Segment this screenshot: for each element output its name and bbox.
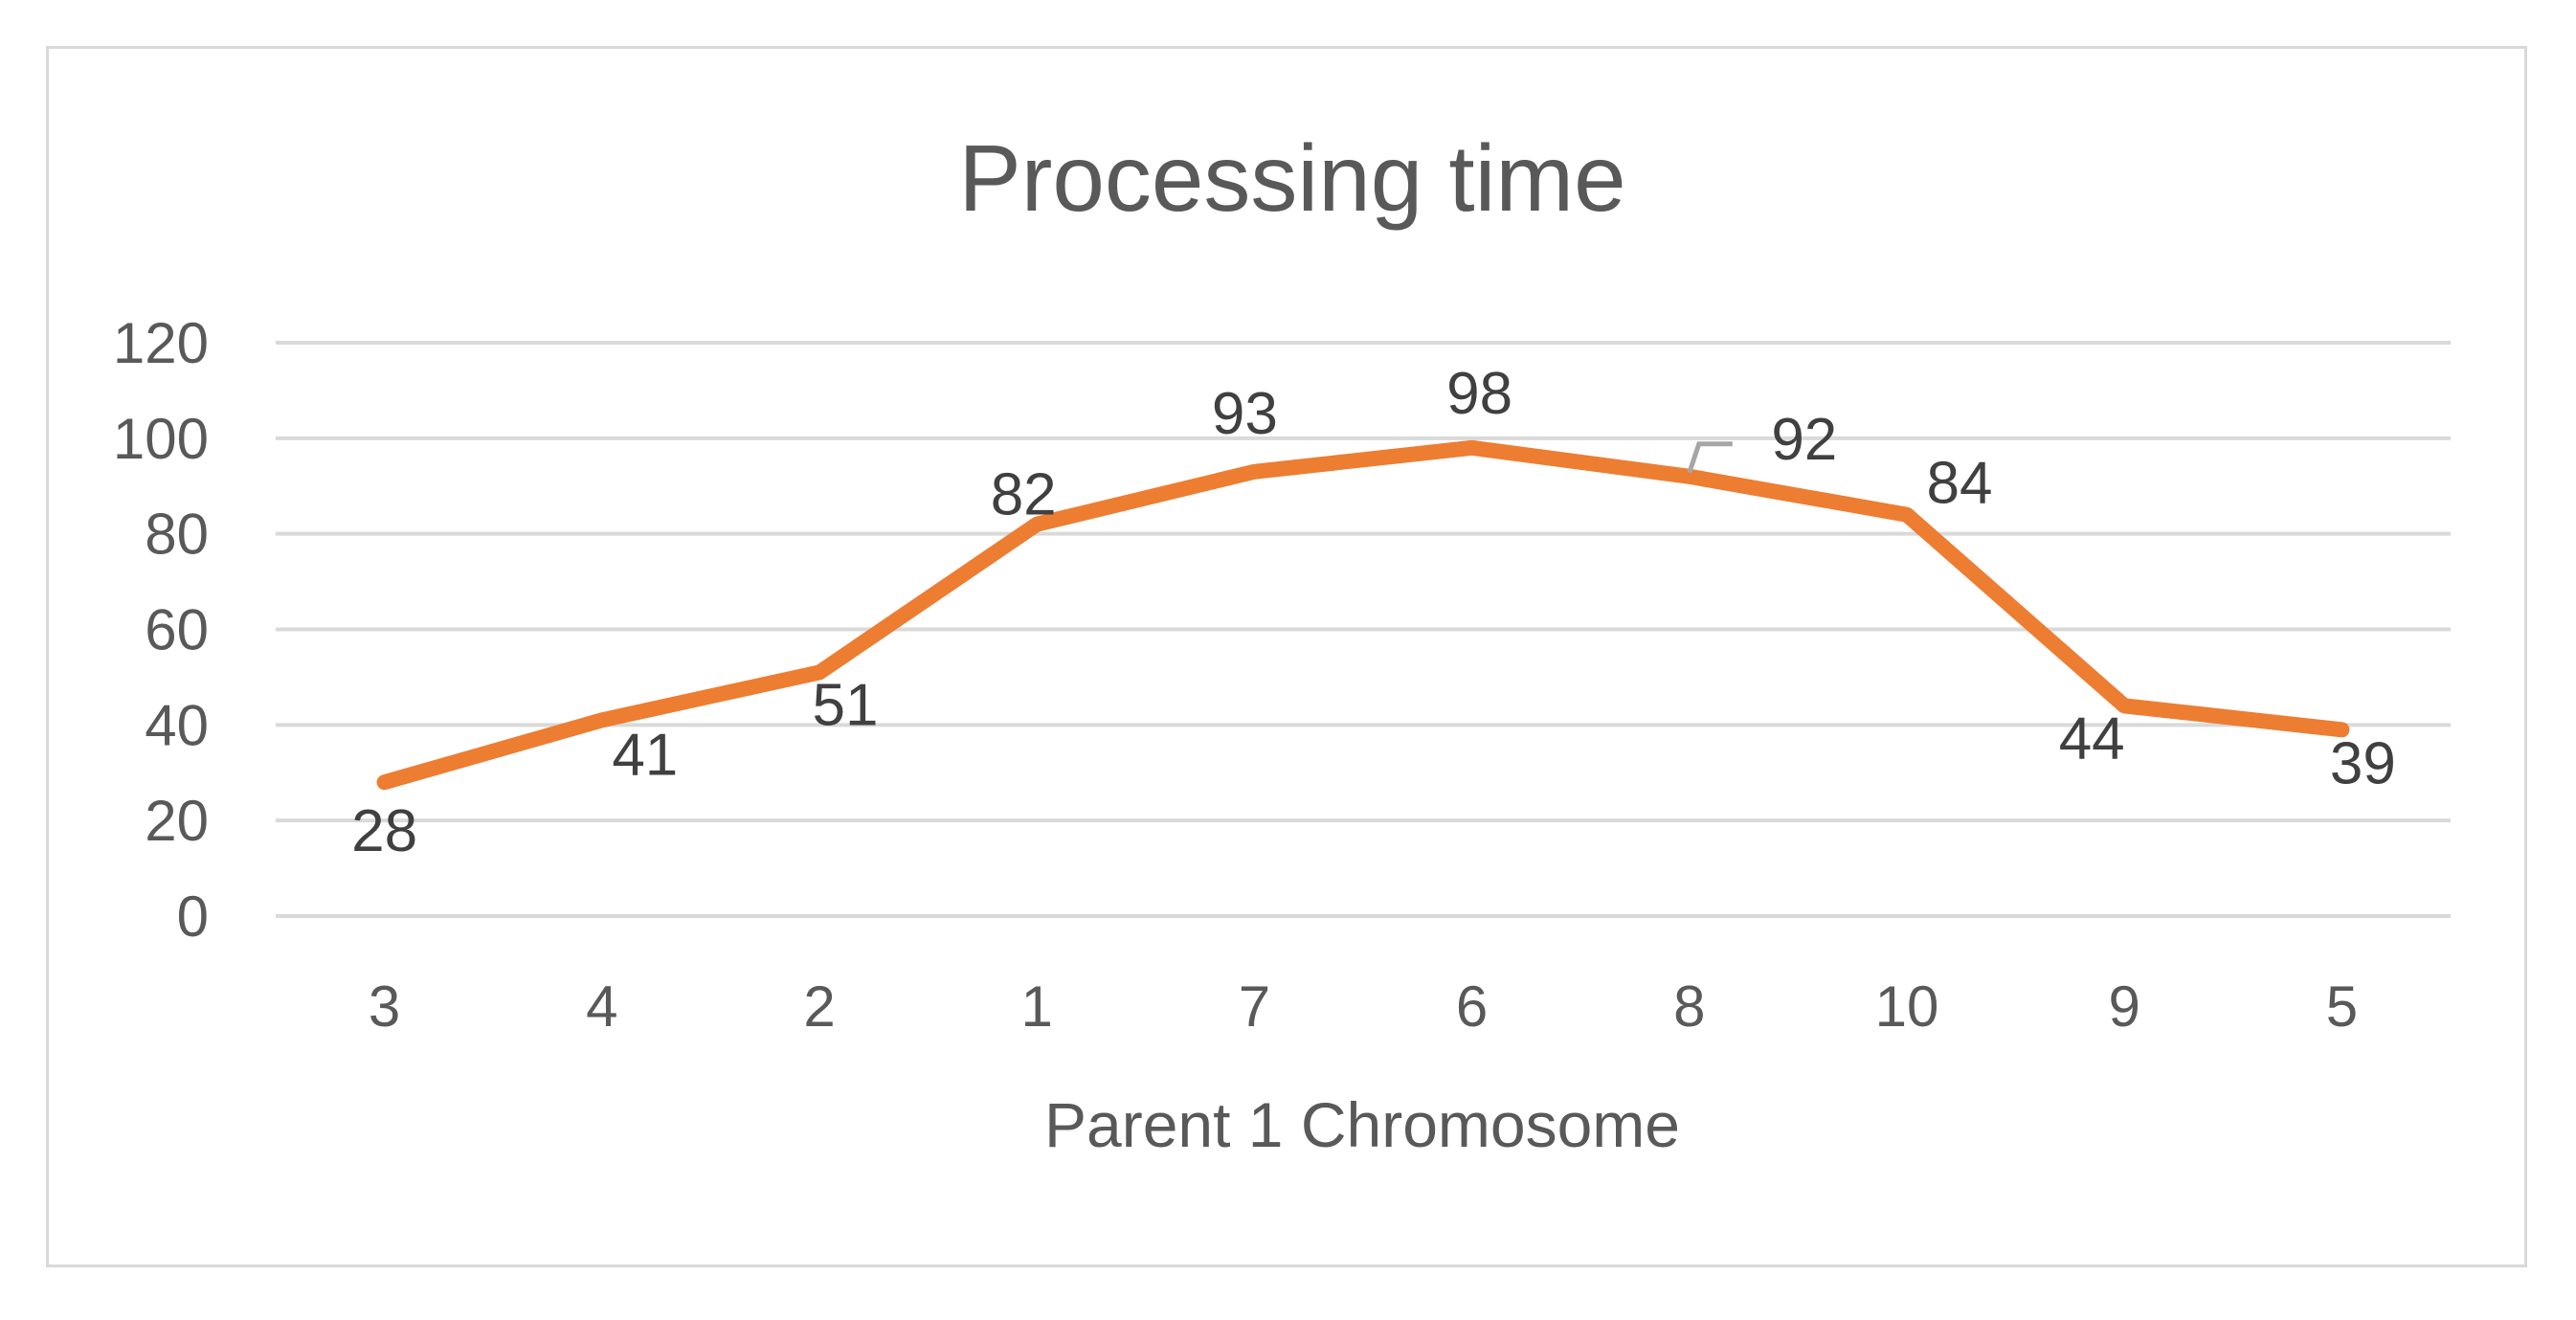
y-tick-label: 120 <box>113 311 209 375</box>
data-label: 92 <box>1771 407 1837 473</box>
series-line <box>376 439 2350 791</box>
chart-frame <box>46 46 2527 1267</box>
y-tick-label: 20 <box>145 789 209 853</box>
data-label: 51 <box>813 672 879 738</box>
x-tick-label: 5 <box>2326 974 2358 1039</box>
gridlines <box>276 341 2451 918</box>
x-axis-ticks: 3 4 2 1 7 6 8 10 9 5 <box>369 974 2358 1039</box>
data-label-leader-line <box>1687 441 1733 474</box>
data-label: 98 <box>1446 361 1512 427</box>
data-label: 28 <box>351 798 417 864</box>
data-labels: 28 41 51 82 93 98 92 84 44 39 <box>351 361 2396 864</box>
x-tick-label: 9 <box>2109 974 2140 1039</box>
series-layer <box>376 439 2350 791</box>
x-tick-label: 1 <box>1021 974 1053 1039</box>
y-tick-label: 0 <box>177 884 209 949</box>
data-label: 93 <box>1212 381 1278 447</box>
data-label: 84 <box>1927 451 1993 517</box>
y-tick-label: 80 <box>145 503 209 567</box>
x-tick-label: 7 <box>1239 974 1270 1039</box>
data-label: 41 <box>612 722 678 788</box>
x-tick-label: 4 <box>586 974 617 1039</box>
x-tick-label: 10 <box>1875 974 1939 1039</box>
data-label: 39 <box>2330 730 2396 796</box>
y-tick-label: 40 <box>145 693 209 757</box>
x-axis-title: Parent 1 Chromosome <box>1044 1089 1680 1160</box>
x-tick-label: 3 <box>369 974 400 1039</box>
x-tick-label: 8 <box>1673 974 1705 1039</box>
y-tick-label: 100 <box>113 407 209 471</box>
y-axis-ticks: 0 20 40 60 80 100 120 <box>113 311 209 949</box>
data-label: 44 <box>2059 705 2125 772</box>
data-label: 82 <box>991 462 1057 528</box>
x-tick-label: 2 <box>803 974 835 1039</box>
chart-title: Processing time <box>958 125 1625 231</box>
x-tick-label: 6 <box>1456 974 1488 1039</box>
y-tick-label: 60 <box>145 598 209 662</box>
